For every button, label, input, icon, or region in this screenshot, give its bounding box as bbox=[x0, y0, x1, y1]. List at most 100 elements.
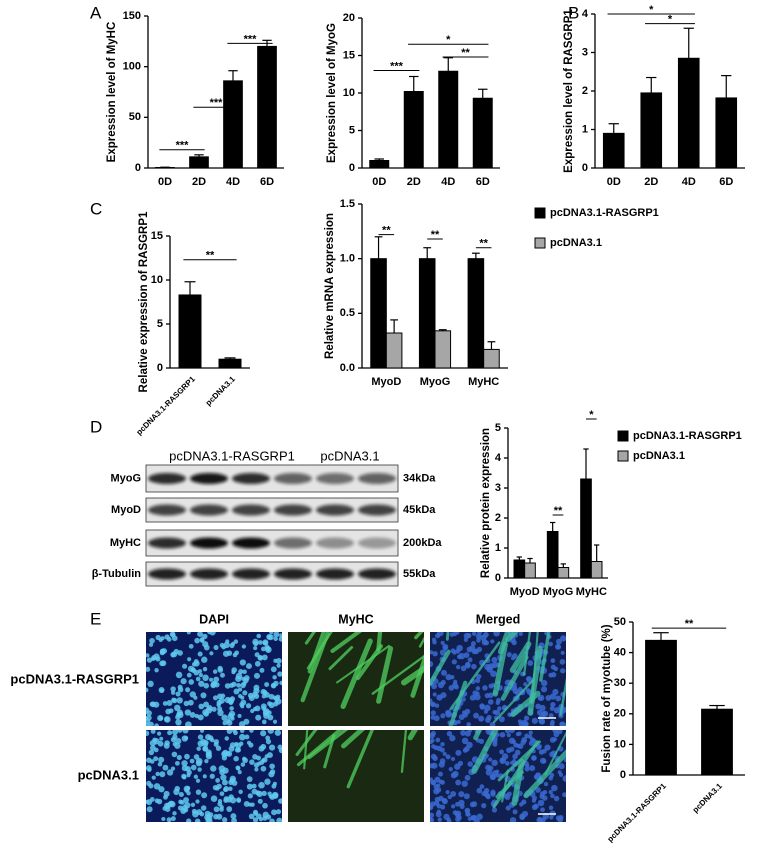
nucleus bbox=[267, 710, 272, 715]
nucleus bbox=[430, 650, 434, 655]
nucleus bbox=[442, 752, 447, 757]
nucleus bbox=[209, 773, 215, 779]
nucleus bbox=[481, 639, 488, 646]
nucleus bbox=[164, 806, 171, 812]
nucleus bbox=[241, 756, 247, 762]
nucleus bbox=[440, 679, 446, 685]
nucleus bbox=[219, 672, 225, 678]
y-axis-label: Relative protein expression bbox=[480, 428, 492, 578]
blot-band bbox=[316, 537, 354, 549]
myotube bbox=[509, 641, 532, 673]
y-tick-label: 50 bbox=[129, 111, 141, 123]
nucleus bbox=[158, 687, 165, 693]
nucleus bbox=[217, 709, 224, 717]
bar bbox=[524, 562, 536, 579]
nucleus bbox=[461, 697, 466, 702]
blot-band bbox=[190, 504, 228, 516]
x-tick-label: MyoG bbox=[543, 586, 574, 598]
nucleus bbox=[151, 775, 156, 780]
nucleus bbox=[218, 765, 226, 772]
y-tick-label: 5 bbox=[157, 318, 163, 330]
nucleus bbox=[149, 637, 155, 644]
y-tick-label: 150 bbox=[123, 10, 141, 22]
nucleus bbox=[268, 702, 275, 709]
myotube bbox=[497, 632, 511, 655]
nucleus bbox=[464, 807, 471, 814]
nucleus bbox=[240, 699, 247, 706]
nucleus bbox=[195, 789, 202, 795]
nucleus bbox=[487, 699, 494, 705]
bar bbox=[590, 561, 603, 579]
nucleus bbox=[202, 666, 208, 672]
nucleus bbox=[492, 741, 498, 747]
x-tick-label: MyoD bbox=[510, 586, 540, 598]
myotube bbox=[501, 769, 509, 803]
blot-band bbox=[316, 504, 354, 516]
significance-label: * bbox=[589, 409, 594, 421]
blot-size-label: 200kDa bbox=[403, 537, 442, 549]
nucleus bbox=[148, 749, 155, 756]
micrograph bbox=[288, 730, 424, 822]
nucleus bbox=[155, 771, 160, 777]
nucleus bbox=[175, 691, 181, 697]
legend-swatch bbox=[617, 430, 629, 442]
nucleus bbox=[460, 730, 467, 736]
legend-label: pcDNA3.1 bbox=[550, 237, 602, 249]
nucleus bbox=[458, 799, 465, 807]
nucleus bbox=[170, 766, 176, 771]
nucleus bbox=[222, 720, 228, 726]
nucleus bbox=[188, 643, 194, 649]
nucleus bbox=[495, 700, 500, 706]
nucleus bbox=[162, 764, 169, 771]
nucleus bbox=[208, 812, 214, 818]
nucleus bbox=[555, 638, 562, 645]
nucleus bbox=[510, 760, 515, 765]
nucleus bbox=[224, 736, 230, 741]
panel-label: C bbox=[90, 199, 102, 218]
nucleus bbox=[527, 660, 534, 666]
bar bbox=[715, 97, 738, 169]
blot-band bbox=[190, 568, 228, 580]
nucleus bbox=[559, 659, 566, 665]
y-tick-label: 1 bbox=[495, 542, 501, 554]
nucleus bbox=[531, 798, 537, 803]
bar bbox=[385, 332, 403, 369]
nucleus bbox=[476, 632, 483, 635]
nucleus bbox=[185, 721, 192, 726]
nucleus bbox=[470, 641, 476, 647]
nucleus bbox=[476, 646, 483, 653]
myotube bbox=[307, 730, 349, 760]
nucleus bbox=[243, 677, 249, 684]
nucleus bbox=[279, 680, 282, 686]
nucleus bbox=[433, 800, 440, 806]
nucleus bbox=[250, 802, 255, 807]
nucleus bbox=[478, 715, 485, 722]
nucleus bbox=[186, 773, 191, 778]
y-tick-label: 0 bbox=[495, 572, 501, 584]
nucleus bbox=[212, 669, 218, 674]
nucleus bbox=[190, 802, 196, 808]
nucleus bbox=[176, 697, 183, 704]
legend-label: pcDNA3.1 bbox=[633, 450, 685, 462]
nucleus bbox=[166, 769, 174, 776]
nucleus bbox=[232, 652, 238, 658]
blot-band bbox=[232, 504, 270, 516]
nucleus bbox=[505, 761, 510, 766]
significance-label: *** bbox=[244, 33, 258, 45]
nucleus bbox=[183, 735, 189, 741]
nucleus bbox=[235, 675, 242, 682]
nucleus bbox=[248, 813, 255, 820]
nucleus bbox=[440, 669, 447, 676]
nucleus bbox=[146, 666, 151, 672]
nucleus bbox=[272, 781, 277, 786]
nucleus bbox=[207, 632, 212, 635]
nucleus bbox=[177, 686, 184, 693]
significance-label: ** bbox=[479, 238, 488, 250]
nucleus bbox=[170, 816, 176, 822]
myotube bbox=[530, 632, 539, 705]
x-tick-label: MyHC bbox=[468, 376, 499, 388]
blot-band bbox=[232, 568, 270, 580]
nucleus bbox=[508, 737, 516, 744]
nucleus bbox=[175, 719, 182, 726]
nucleus bbox=[189, 758, 195, 764]
